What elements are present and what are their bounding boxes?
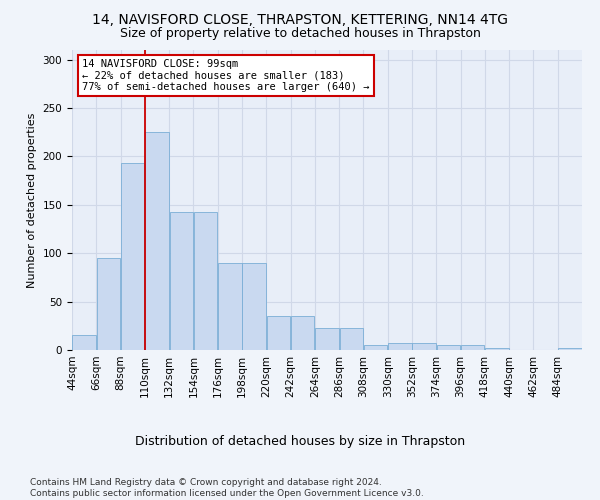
- Text: 14 NAVISFORD CLOSE: 99sqm
← 22% of detached houses are smaller (183)
77% of semi: 14 NAVISFORD CLOSE: 99sqm ← 22% of detac…: [82, 59, 370, 92]
- Bar: [437, 345, 460, 350]
- Bar: [461, 345, 484, 350]
- Bar: [388, 343, 412, 350]
- Bar: [97, 258, 120, 350]
- Bar: [412, 343, 436, 350]
- Bar: [315, 328, 339, 350]
- Bar: [218, 263, 242, 350]
- Bar: [291, 316, 314, 350]
- Y-axis label: Number of detached properties: Number of detached properties: [27, 112, 37, 288]
- Bar: [194, 212, 217, 350]
- Bar: [121, 163, 145, 350]
- Bar: [73, 336, 96, 350]
- Bar: [242, 263, 266, 350]
- Bar: [170, 212, 193, 350]
- Bar: [145, 132, 169, 350]
- Bar: [340, 328, 363, 350]
- Text: Contains HM Land Registry data © Crown copyright and database right 2024.
Contai: Contains HM Land Registry data © Crown c…: [30, 478, 424, 498]
- Bar: [364, 345, 388, 350]
- Text: Size of property relative to detached houses in Thrapston: Size of property relative to detached ho…: [119, 28, 481, 40]
- Bar: [558, 348, 581, 350]
- Text: 14, NAVISFORD CLOSE, THRAPSTON, KETTERING, NN14 4TG: 14, NAVISFORD CLOSE, THRAPSTON, KETTERIN…: [92, 12, 508, 26]
- Bar: [485, 348, 509, 350]
- Text: Distribution of detached houses by size in Thrapston: Distribution of detached houses by size …: [135, 435, 465, 448]
- Bar: [266, 316, 290, 350]
